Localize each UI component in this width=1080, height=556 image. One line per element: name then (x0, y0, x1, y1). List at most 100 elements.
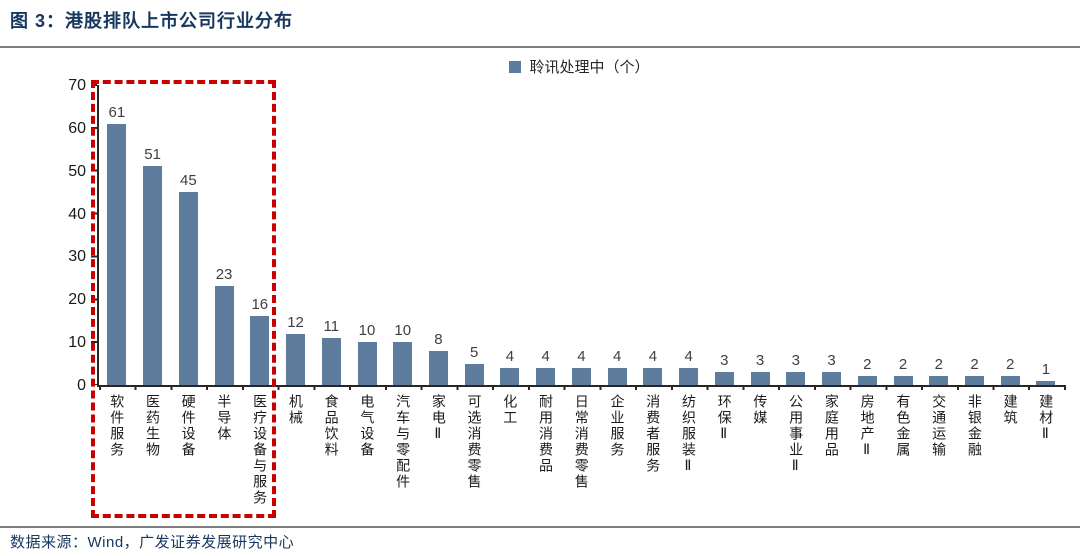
bar (1000, 376, 1020, 385)
bar-slot: 4 (528, 85, 564, 385)
x-axis-category-label: 半导体 (216, 394, 233, 442)
y-axis-ticks (91, 84, 97, 385)
bar (571, 367, 591, 385)
x-axis-category-label: 机械 (287, 394, 304, 426)
bar (250, 316, 270, 385)
bar-slot: 23 (206, 85, 242, 385)
bar-slot: 4 (564, 85, 600, 385)
x-axis-category-label: 房地产Ⅱ (859, 394, 876, 460)
bar (607, 367, 627, 385)
bar-slot: 10 (349, 85, 385, 385)
bar-slot: 51 (135, 85, 171, 385)
bar (1036, 380, 1056, 385)
bar-slot: 3 (778, 85, 814, 385)
x-axis-category-label: 可选消费零售 (466, 394, 483, 490)
bar-value-label: 8 (434, 330, 443, 348)
x-axis-category-label: 企业服务 (609, 394, 626, 458)
bar (893, 376, 913, 385)
x-axis-category-label: 环保Ⅱ (716, 394, 733, 444)
bar-value-label: 4 (612, 347, 622, 365)
bar (750, 372, 770, 385)
x-axis-category-label: 建筑 (1002, 394, 1019, 426)
x-axis-category-label: 食品饮料 (323, 394, 340, 458)
bar-slot: 4 (635, 85, 671, 385)
bar-slot: 12 (278, 85, 314, 385)
bar (822, 372, 842, 385)
bar-slot: 11 (313, 85, 349, 385)
x-axis-category-label: 公用事业Ⅱ (788, 394, 805, 476)
y-axis-tick-label: 40 (68, 205, 86, 223)
bar-slot: 2 (992, 85, 1028, 385)
bar-slot: 5 (456, 85, 492, 385)
bar-value-label: 4 (505, 347, 515, 365)
bar (929, 376, 949, 385)
bar-slot: 1 (1028, 85, 1064, 385)
bar-value-label: 10 (358, 322, 376, 340)
bar (643, 367, 663, 385)
bar-value-label: 11 (323, 317, 340, 335)
title-divider (0, 46, 1080, 48)
bar-value-label: 23 (215, 266, 233, 284)
bar-value-label: 3 (827, 352, 836, 370)
bar (178, 192, 198, 385)
bar-slot: 8 (421, 85, 457, 385)
y-axis-tick-label: 30 (68, 248, 86, 266)
x-axis-category-label: 耐用消费品 (538, 394, 555, 474)
y-axis-tick-label: 0 (77, 377, 86, 394)
bar-value-label: 3 (755, 352, 765, 370)
bar (393, 342, 413, 385)
bar-value-label: 2 (970, 356, 979, 374)
bar (679, 367, 699, 385)
bar (107, 123, 127, 385)
bar-slot: 4 (492, 85, 528, 385)
bar-value-label: 16 (251, 296, 269, 314)
bar-slot: 2 (957, 85, 993, 385)
bar (357, 342, 377, 385)
y-axis-tick-label: 20 (68, 291, 86, 309)
bar (786, 372, 806, 385)
x-axis-category-label: 汽车与零配件 (395, 394, 412, 490)
x-axis-category-label: 软件服务 (109, 394, 126, 458)
bar-value-label: 12 (287, 313, 304, 331)
x-axis-category-label: 化工 (502, 394, 519, 426)
bar (428, 350, 448, 385)
bar-slot: 61 (99, 85, 135, 385)
bar-slot: 10 (385, 85, 421, 385)
bar-value-label: 10 (394, 322, 412, 340)
bar-value-label: 3 (720, 352, 729, 370)
x-axis-category-label: 建材Ⅱ (1038, 394, 1055, 444)
footer-divider (0, 526, 1080, 528)
x-axis-category-label: 非银金融 (966, 394, 983, 458)
x-axis-category-label: 纺织服装Ⅱ (680, 394, 697, 476)
legend-label: 聆讯处理中（个） (529, 59, 650, 76)
bar-slot: 3 (706, 85, 742, 385)
x-axis-category-label: 家庭用品 (823, 394, 840, 458)
bar-value-label: 51 (144, 146, 161, 164)
y-axis-tick-label: 10 (68, 334, 86, 352)
bar-slot: 4 (599, 85, 635, 385)
bar (286, 333, 306, 385)
x-axis-category-label: 电气设备 (359, 394, 376, 458)
x-axis-category-label: 有色金属 (895, 394, 912, 458)
x-axis-ticks (99, 385, 1068, 390)
bar-slot: 45 (170, 85, 206, 385)
x-axis-category-label: 医疗设备与服务 (252, 394, 269, 506)
bars-container: 61 51 45 23 16 12 11 10 10 8 5 4 4 4 4 4 4 3 3 3 3 2 2 2 2 2 1 (99, 85, 1064, 385)
bar-value-label: 4 (648, 347, 658, 365)
bar (714, 372, 734, 385)
data-source: 数据来源：Wind，广发证券发展研究中心 (10, 534, 295, 551)
bar (857, 376, 877, 385)
x-axis-category-label: 家电Ⅱ (430, 394, 447, 444)
bar-slot: 2 (885, 85, 921, 385)
bar-slot: 2 (921, 85, 957, 385)
bar-value-label: 4 (577, 347, 586, 365)
bar (536, 367, 556, 385)
bar-value-label: 61 (108, 103, 126, 121)
x-axis-category-label: 医药生物 (144, 394, 161, 458)
bar (214, 286, 234, 385)
figure-title: 图 3：港股排队上市公司行业分布 (10, 11, 294, 31)
bar (964, 376, 984, 385)
bar-slot: 16 (242, 85, 278, 385)
y-axis-tick-label: 60 (68, 119, 86, 137)
